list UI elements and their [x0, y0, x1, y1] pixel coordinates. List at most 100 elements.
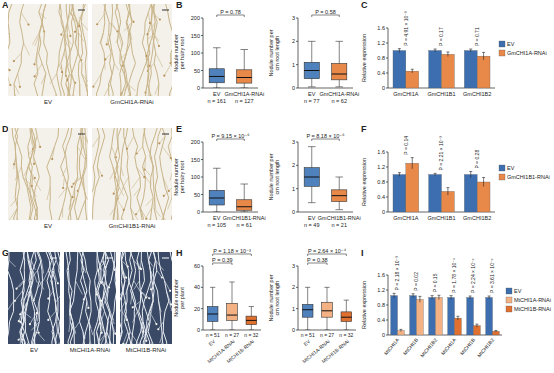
- error-bar: [470, 296, 471, 299]
- error-cap: [482, 52, 485, 53]
- category-label: GmCHI1B1-RNAi: [223, 215, 266, 221]
- root-branch: [164, 63, 171, 75]
- error-cap: [469, 296, 472, 297]
- y-tick-label: 40: [194, 284, 200, 290]
- box: [246, 316, 257, 325]
- category-label: GmCHI1A-RNAi: [319, 91, 359, 97]
- axis-title: Nodule number percm root length: [268, 153, 280, 200]
- p-value: P = 0.78: [220, 9, 241, 15]
- error-bar: [438, 295, 439, 300]
- root-branch: [30, 218, 38, 220]
- root: [83, 128, 87, 220]
- scale-bar: [162, 134, 169, 135]
- box: [302, 304, 313, 317]
- y-tick: [296, 266, 298, 267]
- root-branch: [30, 218, 38, 220]
- root: [96, 4, 106, 96]
- scale-bar: [50, 258, 57, 259]
- nodule: [36, 312, 38, 314]
- n-label: n = 61: [237, 222, 252, 228]
- scale-bar: [78, 134, 85, 135]
- root-branch: [48, 311, 56, 320]
- error-bar: [451, 296, 452, 300]
- root: [120, 252, 125, 344]
- whisker-cap: [335, 86, 343, 87]
- root-branch: [120, 301, 125, 315]
- error-cap: [411, 69, 414, 70]
- root: [115, 4, 130, 96]
- y-tick-label: 0.8: [377, 302, 385, 308]
- category-label: GmCHI1A: [393, 91, 418, 97]
- box: [304, 62, 319, 78]
- y-tick-label: 0: [292, 85, 295, 91]
- axis-title-line: per hairy root: [179, 36, 185, 69]
- y-axis: [203, 266, 204, 330]
- y-tick-label: 1.6: [377, 272, 385, 278]
- y-tick: [386, 43, 388, 44]
- n-label: n = 77: [304, 98, 319, 104]
- root: [20, 252, 25, 344]
- x-axis: [203, 212, 258, 213]
- error-bar: [483, 178, 484, 187]
- error-bar: [495, 331, 496, 333]
- category-label: GmCHI1B2: [463, 91, 491, 97]
- error-cap: [412, 293, 415, 294]
- median: [332, 195, 347, 196]
- nodule: [142, 331, 144, 333]
- nodule: [27, 24, 29, 26]
- nodule: [150, 288, 152, 290]
- y-tick-label: 0: [382, 85, 385, 91]
- error-bar: [412, 158, 413, 169]
- panel-letter: E: [176, 124, 182, 134]
- axis-title-line: cm root length: [274, 281, 280, 316]
- y-tick: [201, 266, 203, 267]
- box: [209, 69, 224, 83]
- y-tick: [386, 58, 388, 59]
- nodule: [145, 297, 147, 299]
- root: [155, 128, 164, 220]
- p-bracket: [213, 254, 252, 256]
- y-tick: [386, 88, 388, 89]
- y-tick-label: 0: [382, 209, 385, 215]
- category-label: EV: [308, 91, 316, 97]
- n-label: n = 32: [339, 332, 353, 338]
- box: [341, 312, 352, 322]
- nodule: [62, 187, 64, 189]
- root-branch: [21, 12, 28, 24]
- y-tick-label: 0: [292, 327, 295, 333]
- nodule: [9, 84, 11, 86]
- error-bar: [412, 69, 413, 73]
- y-tick: [201, 142, 203, 143]
- nodule: [132, 306, 134, 308]
- whisker-cap: [308, 86, 316, 87]
- panel-letter: H: [176, 248, 183, 258]
- legend-label: GmCHI1A-RNAi: [507, 50, 547, 56]
- root: [32, 252, 42, 344]
- error-bar: [394, 293, 395, 298]
- root: [146, 4, 156, 96]
- bar: [429, 298, 436, 336]
- legend-label: EV: [514, 288, 522, 294]
- root: [160, 128, 169, 220]
- root-branch: [104, 84, 110, 96]
- median: [237, 77, 252, 78]
- whisker-cap: [324, 287, 329, 288]
- root: [80, 252, 89, 344]
- y-tick-label: 0: [382, 332, 385, 338]
- nodule: [169, 290, 171, 292]
- root-branch: [18, 74, 20, 87]
- legend-swatch: [499, 174, 505, 180]
- category-label: GmCHI1B2: [463, 215, 491, 221]
- y-tick: [386, 290, 388, 291]
- error-bar: [400, 329, 401, 331]
- nodule: [29, 323, 31, 325]
- error-cap: [469, 171, 472, 172]
- error-cap: [446, 187, 449, 188]
- category-label: MtCHI1B-RNAi: [320, 338, 350, 364]
- median: [209, 76, 224, 77]
- p-value: P = 0.15: [432, 273, 438, 292]
- root: [168, 128, 172, 220]
- y-tick: [296, 188, 298, 189]
- root-branch: [37, 136, 40, 147]
- root-branch: [31, 136, 32, 144]
